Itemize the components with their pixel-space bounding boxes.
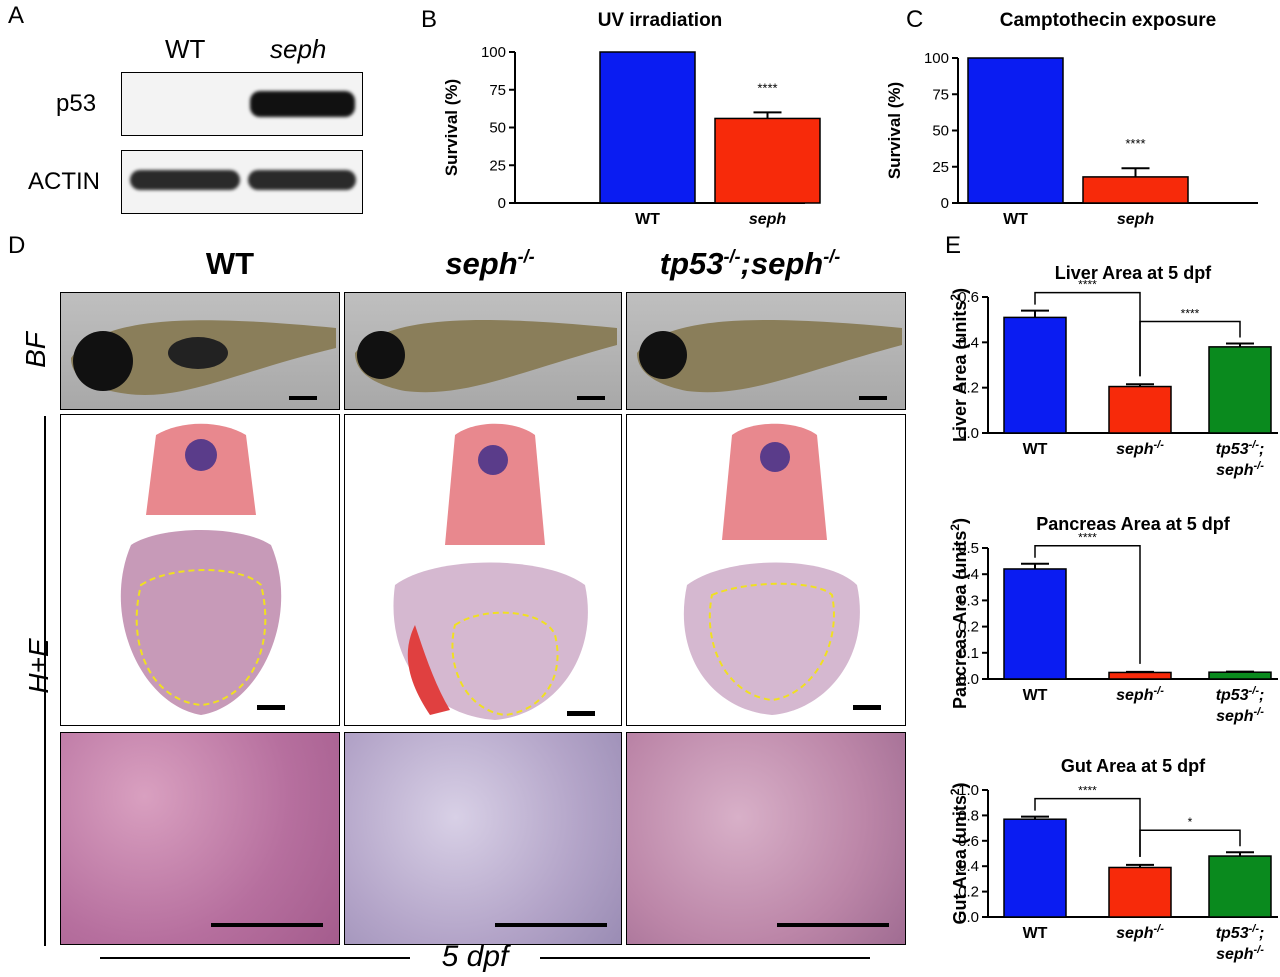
bar: [1004, 317, 1066, 433]
row-label-bf: BF: [20, 330, 52, 370]
p53-band: [250, 91, 355, 117]
row-label-he: H+E: [23, 631, 55, 701]
scalebar-tp53-seph: [777, 923, 889, 927]
panel-letter-a: A: [8, 2, 24, 30]
dpf-label: 5 dpf: [420, 940, 530, 974]
panel-letter-c: C: [906, 6, 923, 33]
bar: [1209, 856, 1271, 917]
significance-label: ****: [1078, 784, 1097, 798]
bar: [1083, 177, 1188, 203]
bar: [715, 118, 820, 203]
he-bracket-line: [44, 416, 46, 946]
he-highmag-wt: [60, 732, 340, 945]
bar: [968, 58, 1063, 203]
y-tick-label: 75: [932, 86, 949, 103]
significance-bracket: [1140, 830, 1240, 857]
x-tick-label: WT: [1023, 441, 1048, 458]
bf-image-tp53-seph: [626, 292, 906, 410]
x-tick-label: seph-/-: [1116, 439, 1164, 458]
x-tick-label: WT: [635, 211, 660, 228]
bar: [1109, 867, 1171, 917]
bar: [1004, 569, 1066, 679]
x-tick-label: seph: [1117, 211, 1155, 228]
genotype-seph: seph-/-: [400, 246, 580, 282]
y-axis-label: Pancreas Area (units2): [948, 518, 970, 709]
chart-title: UV irradiation: [598, 10, 723, 31]
chart-title: Gut Area at 5 dpf: [1061, 756, 1206, 776]
chart-b: B UV irradiation 0 25 50 75 100 Survival (%) WT s…: [390, 0, 810, 235]
bar: [1004, 819, 1066, 917]
y-tick-label: 100: [481, 44, 506, 61]
y-tick-label: 25: [932, 159, 949, 176]
he-section-seph: [344, 414, 622, 726]
chart-c: C Camptothecin exposure 0 25 50 75 100 Survival…: [862, 0, 1280, 235]
blot-p53: [121, 72, 363, 136]
bf-image-seph: [344, 292, 622, 410]
significance-label: ****: [1125, 136, 1145, 151]
y-tick-label: 75: [489, 82, 506, 99]
genotype-tp53-seph: tp53-/-;seph-/-: [630, 246, 870, 282]
y-tick-label: 50: [932, 123, 949, 140]
he-section-wt: [60, 414, 340, 726]
y-tick-label: 100: [924, 50, 949, 67]
x-tick-label: WT: [1003, 211, 1028, 228]
y-tick-label: 25: [489, 157, 506, 174]
blot-actin: [121, 150, 363, 214]
x-tick-label: tp53-/-; seph-/-: [1216, 923, 1265, 963]
y-axis-label: Survival (%): [885, 82, 904, 179]
y-axis-label: Survival (%): [442, 79, 461, 176]
significance-label: ****: [1181, 306, 1200, 320]
significance-label: ****: [1078, 531, 1097, 545]
x-tick-label: WT: [1023, 687, 1048, 704]
panel-letter-b: B: [421, 6, 437, 33]
chart-title: Camptothecin exposure: [1000, 10, 1216, 31]
blot-col-seph: seph: [270, 34, 326, 65]
significance-label: *: [1188, 815, 1193, 829]
bar: [1209, 347, 1271, 433]
panel-letter-d: D: [8, 232, 25, 260]
bf-image-wt: [60, 292, 340, 410]
he-highmag-seph: [344, 732, 622, 945]
x-tick-label: seph-/-: [1116, 923, 1164, 942]
panel-letter-e: E: [945, 232, 961, 260]
significance-label: ****: [1078, 278, 1097, 292]
chart-e3: Gut Area at 5 dpf0.00.20.40.60.81.0Gut A…: [945, 740, 1280, 977]
x-tick-label: tp53-/-; seph-/-: [1216, 685, 1265, 725]
bar: [1109, 387, 1171, 433]
bar: [600, 52, 695, 203]
blot-row-p53: p53: [56, 90, 96, 118]
scalebar-wt: [211, 923, 323, 927]
y-axis-label: Liver Area (units2): [948, 288, 970, 442]
dpf-line-left: [100, 957, 410, 959]
he-highmag-tp53-seph: [626, 732, 906, 945]
x-tick-label: seph: [749, 211, 787, 228]
y-tick-label: 0: [941, 195, 949, 212]
y-tick-label: 50: [489, 120, 506, 137]
actin-band-seph: [248, 170, 356, 190]
actin-band-wt: [130, 170, 240, 190]
significance-label: ****: [757, 80, 777, 95]
blot-col-wt: WT: [165, 34, 205, 65]
bar: [1209, 672, 1271, 679]
blot-row-actin: ACTIN: [28, 168, 100, 196]
he-section-tp53-seph: [626, 414, 906, 726]
x-tick-label: seph-/-: [1116, 685, 1164, 704]
y-axis-label: Gut Area (units2): [948, 782, 970, 924]
chart-title: Pancreas Area at 5 dpf: [1036, 514, 1230, 534]
x-tick-label: tp53-/-; seph-/-: [1216, 439, 1265, 479]
y-tick-label: 0: [498, 195, 506, 212]
chart-e2: Pancreas Area at 5 dpf 0.0 0.1 0.2 0.3 0.4 0.5…: [945, 500, 1280, 740]
scalebar-seph: [495, 923, 607, 927]
bar: [1109, 672, 1171, 679]
x-tick-label: WT: [1023, 925, 1048, 942]
dpf-line-right: [540, 957, 870, 959]
genotype-wt: WT: [160, 246, 300, 282]
